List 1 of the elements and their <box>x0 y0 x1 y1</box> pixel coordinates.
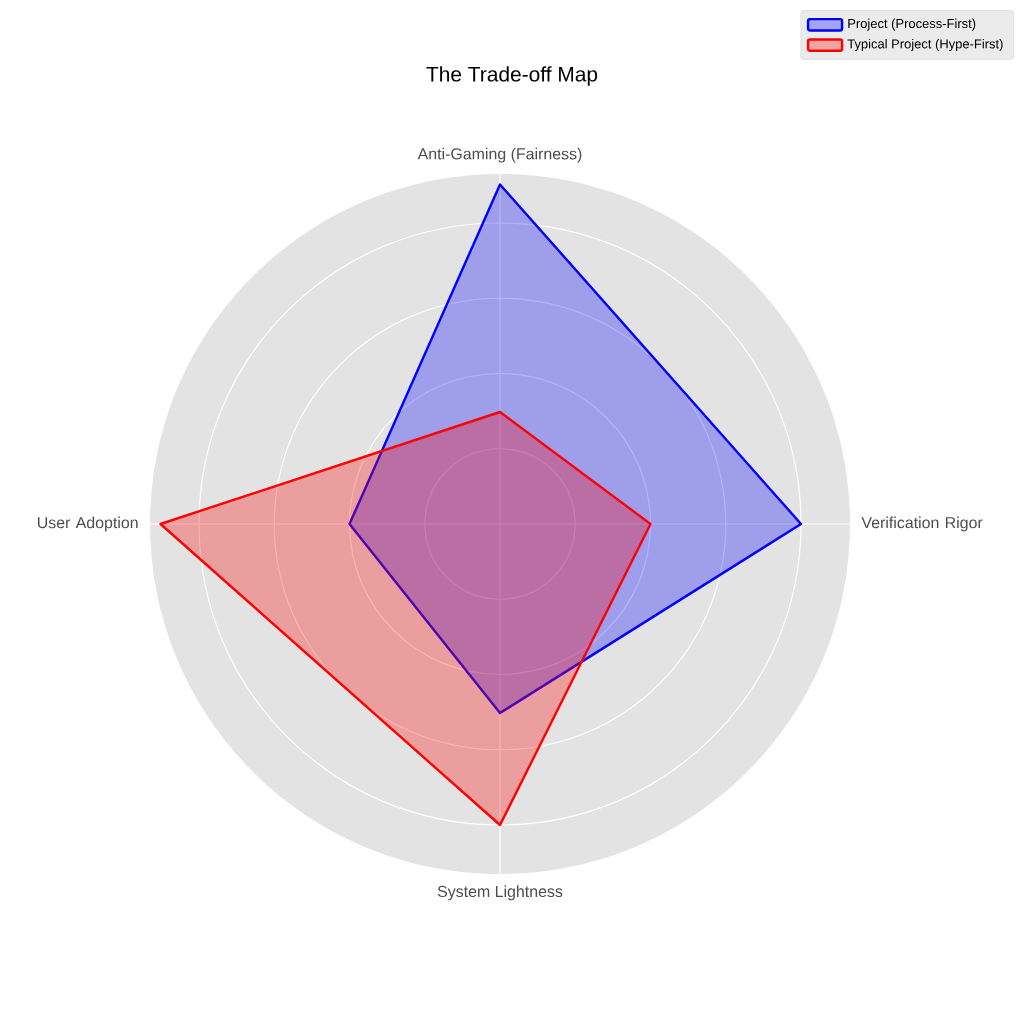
text: The Trade-off Map <box>426 66 598 86</box>
